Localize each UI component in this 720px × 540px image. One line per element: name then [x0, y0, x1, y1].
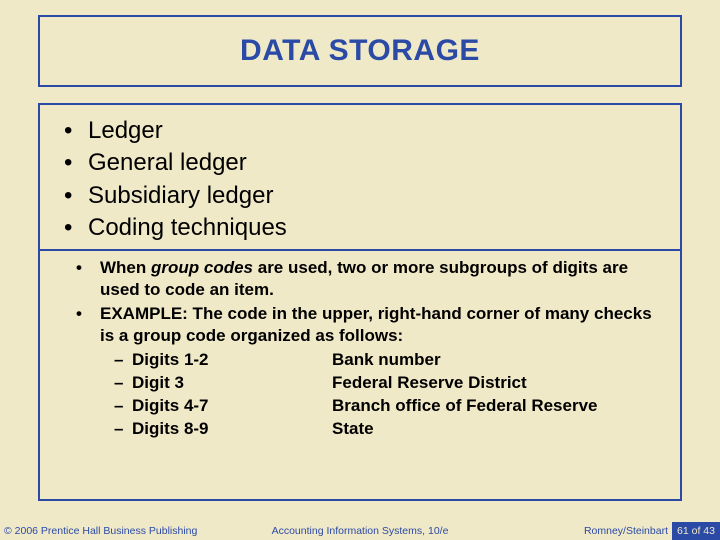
detail-col-a: Digits 4-7 — [132, 395, 332, 418]
detail-row: Digits 8-9 State — [58, 418, 662, 441]
detail-list: Digits 1-2 Bank number Digit 3 Federal R… — [58, 349, 662, 441]
detail-col-b: State — [332, 418, 662, 441]
main-list: Ledger General ledger Subsidiary ledger … — [58, 115, 662, 245]
footer-right: Romney/Steinbart — [584, 525, 668, 537]
text: When — [100, 258, 151, 277]
detail-col-b: Bank number — [332, 349, 662, 372]
sub-list: When group codes are used, two or more s… — [58, 257, 662, 347]
list-item: Ledger — [58, 115, 662, 147]
detail-col-b: Branch office of Federal Reserve — [332, 395, 662, 418]
sub-item: EXAMPLE: The code in the upper, right-ha… — [58, 303, 662, 347]
list-item: Coding techniques — [58, 212, 662, 244]
footer-left: © 2006 Prentice Hall Business Publishing — [4, 525, 197, 537]
sub-section: When group codes are used, two or more s… — [40, 249, 680, 441]
list-item: Subsidiary ledger — [58, 180, 662, 212]
detail-col-a: Digit 3 — [132, 372, 332, 395]
page-number: 61 of 43 — [672, 522, 720, 540]
emphasis-text: group codes — [151, 258, 253, 277]
sub-item: When group codes are used, two or more s… — [58, 257, 662, 301]
content-box: Ledger General ledger Subsidiary ledger … — [38, 103, 682, 501]
slide-title: DATA STORAGE — [240, 34, 480, 68]
slide: DATA STORAGE Ledger General ledger Subsi… — [0, 0, 720, 540]
detail-row: Digits 1-2 Bank number — [58, 349, 662, 372]
footer: Accounting Information Systems, 10/e © 2… — [0, 522, 720, 540]
detail-col-a: Digits 1-2 — [132, 349, 332, 372]
detail-row: Digits 4-7 Branch office of Federal Rese… — [58, 395, 662, 418]
list-item: General ledger — [58, 147, 662, 179]
title-box: DATA STORAGE — [38, 15, 682, 87]
detail-col-b: Federal Reserve District — [332, 372, 662, 395]
detail-col-a: Digits 8-9 — [132, 418, 332, 441]
detail-row: Digit 3 Federal Reserve District — [58, 372, 662, 395]
